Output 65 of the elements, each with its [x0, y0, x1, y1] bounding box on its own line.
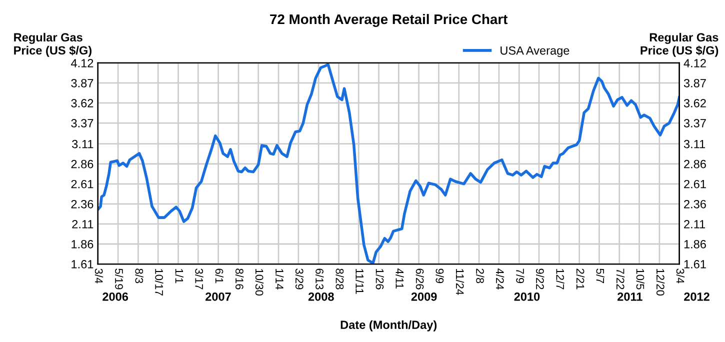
y-tick-label: 1.86	[72, 240, 94, 248]
x-tick-label: 12/20	[656, 269, 665, 296]
x-tick-label: 10/30	[255, 269, 264, 296]
x-tick-label: 5/7	[596, 268, 604, 284]
y-tick-label: 3.37	[71, 119, 94, 128]
x-tick-label: 8/3	[135, 268, 144, 284]
y2-tick-label: 3.37	[684, 119, 706, 128]
x-tick-label: 1/14	[276, 269, 284, 290]
y2-tick-label: 3.11	[684, 140, 706, 148]
x-tick-label: 11/24	[456, 269, 464, 295]
y2-tick-label: 1.61	[684, 260, 706, 268]
y-axis-title: Regular Gas Price (US $/G)	[14, 32, 92, 57]
y-tick-label: 2.86	[71, 160, 94, 168]
x-tick-label: 3/29	[295, 268, 304, 290]
x-tick-label: 6/26	[416, 268, 424, 290]
y-tick-label: 2.61	[71, 180, 94, 188]
x-tick-label: 8/16	[235, 268, 244, 290]
x-tick-label: 1/26	[376, 269, 384, 290]
x-tick-label: 6/13	[316, 268, 324, 290]
x-tick-label: 7/22	[616, 268, 625, 290]
x-tick-label: 9/9	[436, 268, 444, 284]
x-tick-label: 1/1	[175, 269, 184, 284]
y2-tick-label: 2.36	[684, 200, 706, 208]
y-tick-label: 3.62	[71, 99, 94, 108]
x-tick-label: 3/4	[676, 268, 685, 284]
y2-tick-label: 2.86	[684, 160, 706, 168]
text: 2008	[308, 292, 334, 301]
text: 2006	[102, 292, 128, 301]
text: 2009	[411, 292, 437, 301]
chart-title: 72 Month Average Retail Price Chart	[270, 14, 508, 27]
legend-label: USA Average	[500, 46, 570, 58]
y-tick-label: 4.12	[71, 58, 94, 68]
y-tick-label: 2.36	[71, 200, 94, 208]
y2-tick-label: 2.61	[684, 180, 706, 188]
text: 2011	[618, 292, 642, 301]
y2-tick-label: 2.11	[684, 220, 706, 228]
y2-axis-title: Regular Gas Price (US $/G)	[640, 32, 718, 57]
x-tick-label: 12/7	[556, 269, 564, 290]
x-axis-title: Date (Month/Day)	[340, 320, 437, 332]
x-tick-label: 3/4	[94, 268, 104, 284]
x-tick-label: 2/21	[576, 268, 584, 290]
y-tick-label: 3.87	[71, 78, 94, 88]
x-tick-label: 4/11	[396, 268, 404, 288]
text: 2010	[514, 292, 540, 301]
y2-tick-label: 1.86	[684, 240, 706, 248]
x-tick-label: 7/9	[516, 268, 524, 284]
x-tick-label: 9/22	[536, 268, 544, 290]
x-tick-label: 6/1	[215, 268, 224, 284]
x-tick-label: 10/17	[155, 269, 164, 296]
line-series	[98, 63, 680, 264]
text: 2012	[684, 292, 710, 301]
y2-tick-label: 3.87	[684, 78, 706, 88]
y2-tick-label: 3.62	[684, 99, 706, 108]
x-tick-label: 10/5	[636, 269, 644, 290]
x-tick-label: 8/28	[336, 268, 344, 290]
x-tick-label: 11/11	[356, 269, 364, 294]
text: 2007	[206, 292, 231, 301]
x-tick-label: 5/19	[115, 268, 124, 290]
y-tick-label: 2.11	[72, 220, 94, 228]
x-tick-label: 3/17	[195, 268, 204, 290]
y2-tick-label: 4.12	[684, 58, 706, 68]
x-tick-label: 4/24	[496, 268, 504, 290]
y-tick-label: 3.11	[72, 140, 94, 148]
x-tick-label: 2/8	[476, 268, 484, 284]
y-tick-label: 1.61	[72, 260, 94, 268]
